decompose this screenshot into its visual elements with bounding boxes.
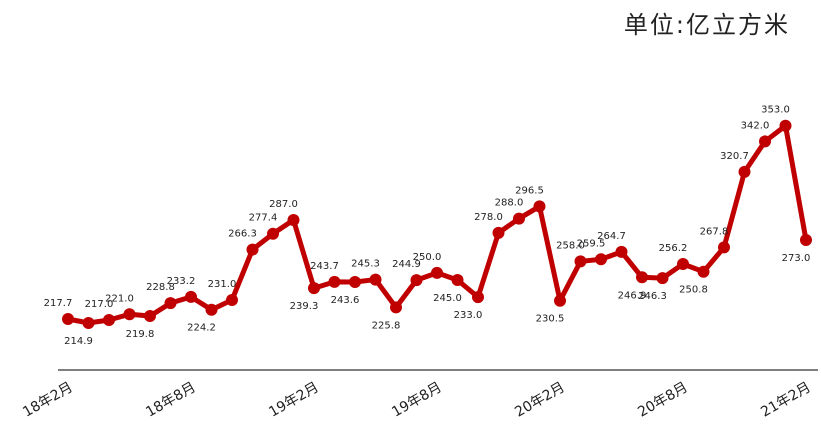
data-label: 230.5 bbox=[536, 314, 565, 325]
marker bbox=[595, 253, 607, 266]
data-label: 219.8 bbox=[126, 329, 155, 340]
marker bbox=[451, 274, 464, 286]
marker bbox=[349, 276, 361, 288]
data-label: 342.0 bbox=[741, 120, 770, 131]
marker bbox=[636, 271, 648, 284]
data-label: 258.0 bbox=[556, 240, 585, 251]
data-label: 250.0 bbox=[413, 252, 442, 263]
marker bbox=[697, 265, 710, 278]
data-label: 243.7 bbox=[310, 261, 339, 272]
data-label: 288.0 bbox=[495, 198, 524, 209]
marker bbox=[431, 266, 443, 279]
marker bbox=[738, 165, 751, 178]
marker bbox=[226, 294, 238, 306]
data-label: 273.0 bbox=[782, 253, 811, 264]
marker bbox=[677, 258, 689, 270]
x-tick-label: 21年2月 bbox=[758, 379, 813, 420]
data-label: 264.7 bbox=[597, 231, 626, 242]
unit-label: 单位:亿立方米 bbox=[624, 11, 790, 39]
marker bbox=[144, 310, 156, 322]
data-label: 277.4 bbox=[249, 213, 278, 224]
marker bbox=[308, 282, 320, 295]
x-tick-label: 18年2月 bbox=[20, 379, 75, 420]
marker bbox=[62, 313, 74, 325]
data-label: 256.2 bbox=[659, 243, 688, 254]
marker bbox=[533, 200, 546, 213]
data-label: 239.3 bbox=[290, 301, 319, 312]
marker bbox=[656, 272, 669, 285]
data-label: 266.3 bbox=[228, 229, 257, 240]
data-label: 244.9 bbox=[392, 259, 421, 270]
marker bbox=[410, 274, 423, 287]
marker bbox=[123, 308, 136, 321]
data-label: 287.0 bbox=[269, 199, 298, 210]
data-label: 228.8 bbox=[146, 282, 175, 293]
marker bbox=[267, 227, 279, 240]
data-label: 233.0 bbox=[454, 310, 483, 321]
marker bbox=[287, 214, 300, 226]
data-label: 217.7 bbox=[44, 298, 73, 309]
marker bbox=[759, 135, 771, 148]
marker bbox=[554, 294, 566, 307]
data-label: 245.0 bbox=[433, 293, 462, 304]
x-tick-label: 20年2月 bbox=[512, 379, 567, 420]
marker bbox=[574, 255, 587, 268]
data-label: 245.3 bbox=[351, 259, 380, 270]
marker bbox=[205, 303, 218, 316]
data-label: 243.6 bbox=[331, 295, 360, 306]
data-label: 250.8 bbox=[679, 285, 708, 296]
marker bbox=[615, 245, 628, 258]
data-label: 278.0 bbox=[474, 212, 503, 223]
marker bbox=[472, 291, 484, 304]
marker bbox=[513, 212, 525, 225]
data-label: 221.0 bbox=[105, 293, 134, 304]
data-label: 224.2 bbox=[187, 323, 216, 334]
marker bbox=[800, 234, 812, 246]
data-label: 320.7 bbox=[720, 151, 749, 162]
data-label: 225.8 bbox=[372, 320, 401, 331]
data-label: 231.0 bbox=[208, 279, 237, 290]
marker bbox=[103, 314, 115, 326]
x-tick-label: 19年8月 bbox=[389, 379, 444, 420]
marker bbox=[369, 273, 382, 286]
data-label: 214.9 bbox=[64, 336, 93, 347]
marker bbox=[164, 297, 177, 310]
marker bbox=[328, 275, 341, 288]
x-tick-label: 19年2月 bbox=[266, 379, 321, 420]
marker bbox=[185, 290, 197, 303]
x-tick-label: 18年8月 bbox=[143, 379, 198, 420]
data-label: 353.0 bbox=[761, 105, 790, 116]
x-tick-label: 20年8月 bbox=[635, 379, 690, 420]
data-label: 246.3 bbox=[638, 291, 667, 302]
data-label: 217.0 bbox=[85, 299, 114, 310]
marker bbox=[492, 226, 505, 239]
marker bbox=[246, 243, 259, 256]
data-label: 259.5 bbox=[577, 238, 606, 249]
marker bbox=[779, 119, 792, 132]
marker bbox=[718, 241, 730, 254]
data-label: 233.2 bbox=[167, 276, 196, 287]
marker bbox=[82, 317, 95, 329]
marker bbox=[390, 301, 402, 314]
data-label: 296.5 bbox=[515, 185, 544, 196]
data-label: 246.9 bbox=[618, 290, 647, 301]
data-label: 267.8 bbox=[700, 226, 729, 237]
